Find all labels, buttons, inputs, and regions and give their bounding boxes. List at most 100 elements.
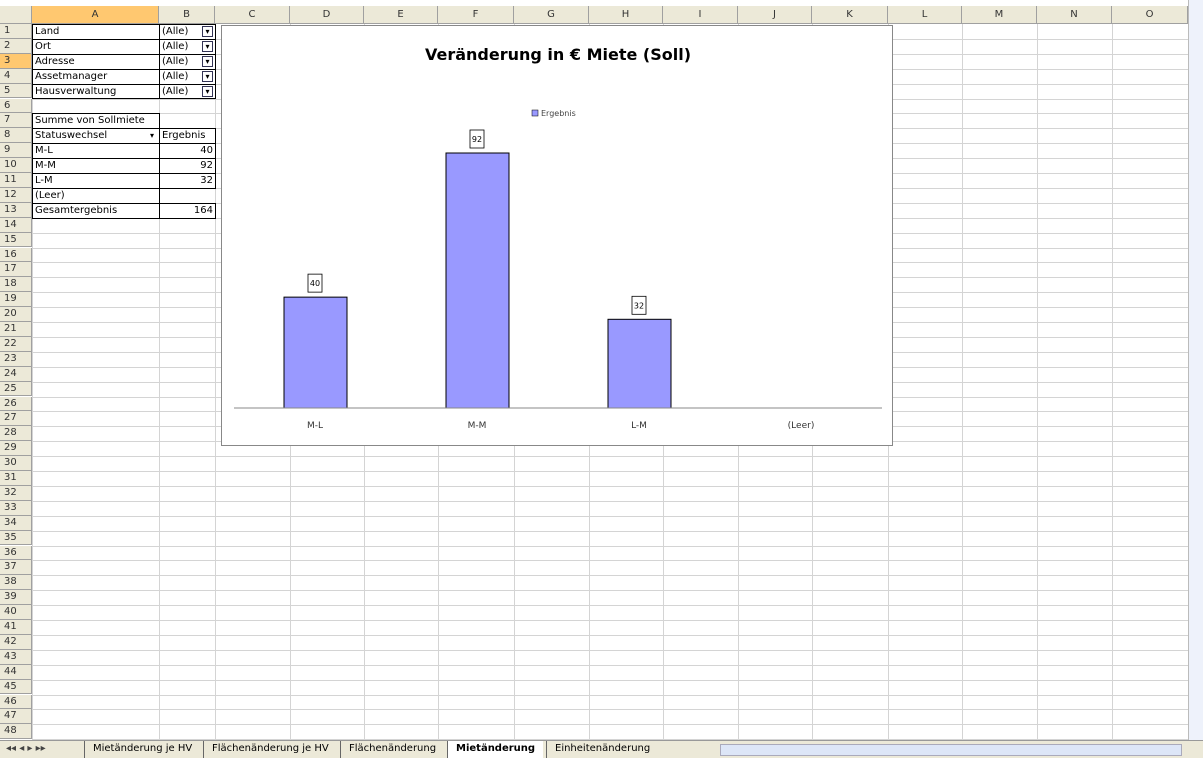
sheet-tab[interactable]: Flächenänderung xyxy=(340,741,444,758)
row-header[interactable]: 47 xyxy=(0,709,32,725)
chart[interactable]: Veränderung in € Miete (Soll) Ergebnis M-… xyxy=(221,25,893,446)
row-header[interactable]: 33 xyxy=(0,500,32,516)
data-label: 32 xyxy=(634,301,644,310)
column-header[interactable]: C xyxy=(215,6,290,24)
row-header[interactable]: 26 xyxy=(0,396,32,412)
row-header[interactable]: 37 xyxy=(0,560,32,576)
dropdown-button[interactable]: ▾ xyxy=(202,26,213,37)
row-gridline xyxy=(32,620,1188,621)
row-header[interactable]: 45 xyxy=(0,679,32,695)
row-header[interactable]: 42 xyxy=(0,634,32,650)
column-header[interactable]: I xyxy=(663,6,738,24)
row-header[interactable]: 14 xyxy=(0,217,32,233)
row-header[interactable]: 25 xyxy=(0,381,32,397)
tab-nav-buttons[interactable]: ◂◂ ◂ ▸ ▸▸ xyxy=(6,743,46,754)
dropdown-button[interactable]: ▾ xyxy=(149,131,154,141)
column-header[interactable]: N xyxy=(1037,6,1112,24)
cell[interactable]: Summe von Sollmiete xyxy=(32,113,160,130)
cell[interactable]: Ort xyxy=(32,38,160,55)
row-header[interactable]: 36 xyxy=(0,545,32,561)
row-header[interactable]: 39 xyxy=(0,590,32,606)
row-header[interactable]: 17 xyxy=(0,262,32,278)
row-header[interactable]: 7 xyxy=(0,113,32,129)
row-header[interactable]: 24 xyxy=(0,366,32,382)
column-header[interactable]: M xyxy=(962,6,1037,24)
row-header[interactable]: 6 xyxy=(0,98,32,114)
row-header[interactable]: 4 xyxy=(0,68,32,84)
row-header[interactable]: 19 xyxy=(0,292,32,308)
sheet-tab[interactable]: Mietänderung je HV xyxy=(84,741,200,758)
cell[interactable]: Statuswechsel xyxy=(32,128,160,145)
column-header[interactable]: J xyxy=(738,6,812,24)
column-header[interactable]: O xyxy=(1112,6,1188,24)
row-header[interactable]: 46 xyxy=(0,694,32,710)
cell[interactable]: 40 xyxy=(159,143,216,160)
column-header[interactable]: D xyxy=(290,6,364,24)
row-header[interactable]: 28 xyxy=(0,426,32,442)
row-header[interactable]: 2 xyxy=(0,38,32,54)
col-gridline xyxy=(1112,24,1113,740)
row-header[interactable]: 43 xyxy=(0,649,32,665)
cell[interactable]: M-L xyxy=(32,143,160,160)
sheet-tab[interactable]: Einheitenänderung xyxy=(546,741,658,758)
row-header[interactable]: 8 xyxy=(0,128,32,144)
cell[interactable]: Hausverwaltung xyxy=(32,83,160,100)
row-header[interactable]: 20 xyxy=(0,307,32,322)
column-header[interactable]: B xyxy=(159,6,215,24)
column-header[interactable]: F xyxy=(438,6,514,24)
row-header[interactable]: 31 xyxy=(0,471,32,486)
row-header[interactable]: 41 xyxy=(0,620,32,635)
cell[interactable]: 92 xyxy=(159,158,216,174)
row-header[interactable]: 27 xyxy=(0,411,32,427)
row-header[interactable]: 3 xyxy=(0,53,32,69)
column-header[interactable]: K xyxy=(812,6,888,24)
cell[interactable]: (Leer) xyxy=(32,187,160,204)
dropdown-button[interactable]: ▾ xyxy=(202,40,213,52)
row-header[interactable]: 30 xyxy=(0,456,32,471)
dropdown-button[interactable]: ▾ xyxy=(202,85,213,97)
column-header[interactable]: L xyxy=(888,6,962,24)
row-header[interactable]: 34 xyxy=(0,515,32,531)
cell[interactable]: Land xyxy=(32,24,160,40)
row-header[interactable]: 48 xyxy=(0,724,32,740)
dropdown-button[interactable]: ▾ xyxy=(202,70,213,82)
row-header[interactable]: 1 xyxy=(0,24,32,39)
cell[interactable]: Adresse xyxy=(32,53,160,70)
row-header[interactable]: 21 xyxy=(0,322,32,337)
row-header[interactable]: 16 xyxy=(0,247,32,263)
row-header[interactable]: 29 xyxy=(0,441,32,457)
vertical-scrollbar[interactable] xyxy=(1188,0,1203,740)
row-header[interactable]: 40 xyxy=(0,605,32,620)
column-header[interactable]: G xyxy=(514,6,589,24)
row-gridline xyxy=(32,515,1188,517)
row-header[interactable]: 44 xyxy=(0,664,32,680)
cell[interactable]: Assetmanager xyxy=(32,68,160,85)
row-header[interactable]: 11 xyxy=(0,173,32,188)
row-header[interactable]: 18 xyxy=(0,277,32,293)
row-header[interactable]: 22 xyxy=(0,336,32,352)
row-header[interactable]: 13 xyxy=(0,202,32,218)
row-header[interactable]: 32 xyxy=(0,485,32,501)
column-header[interactable]: A xyxy=(32,6,159,24)
row-header[interactable]: 38 xyxy=(0,575,32,591)
cell[interactable]: (Alle) xyxy=(159,83,216,100)
cell[interactable]: M-M xyxy=(32,158,160,174)
cell[interactable]: 32 xyxy=(159,173,216,189)
cell[interactable]: Ergebnis xyxy=(159,128,216,145)
row-header[interactable]: 35 xyxy=(0,530,32,546)
row-header[interactable]: 23 xyxy=(0,351,32,367)
dropdown-button[interactable]: ▾ xyxy=(202,55,213,67)
cell[interactable]: L-M xyxy=(32,173,160,189)
row-header[interactable]: 10 xyxy=(0,158,32,173)
sheet-tab[interactable]: Flächenänderung je HV xyxy=(203,741,337,758)
column-header[interactable]: E xyxy=(364,6,438,24)
sheet-tab[interactable]: Mietänderung xyxy=(447,741,544,758)
row-header[interactable]: 9 xyxy=(0,143,32,159)
cell[interactable]: Gesamtergebnis xyxy=(32,202,160,219)
column-header[interactable]: H xyxy=(589,6,663,24)
horizontal-scrollbar[interactable] xyxy=(720,744,1182,756)
row-header[interactable]: 12 xyxy=(0,187,32,203)
row-header[interactable]: 5 xyxy=(0,83,32,99)
cell[interactable]: 164 xyxy=(159,202,216,219)
row-header[interactable]: 15 xyxy=(0,232,32,248)
